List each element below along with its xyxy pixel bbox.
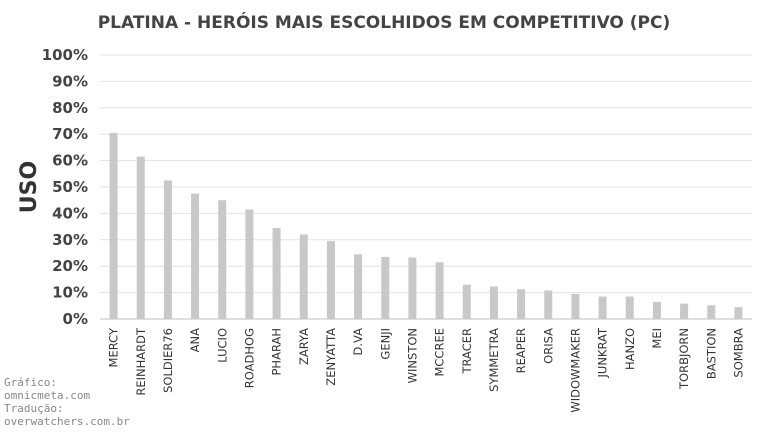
x-tick-label: SOLDIER76 (161, 328, 175, 393)
x-tick-label: ANA (188, 328, 202, 352)
x-tick-label: LUCIO (215, 328, 229, 363)
y-tick-label: 70% (52, 125, 88, 143)
credit-chart-label: Gráfico: (4, 376, 57, 389)
bar (191, 193, 200, 319)
x-tick-label: TRACER (460, 328, 474, 375)
bar (598, 296, 607, 319)
credit-translation-label: Tradução: (4, 402, 64, 415)
x-tick-label: ZARYA (297, 328, 311, 365)
y-tick-label: 20% (52, 257, 88, 275)
x-tick-label: WINSTON (405, 328, 419, 383)
bar (109, 132, 118, 319)
bar (245, 209, 254, 319)
credits: Gráfico: omnicmeta.com Tradução: overwat… (4, 376, 130, 428)
x-tick-label: GENJI (378, 328, 392, 360)
y-tick-label: 50% (52, 178, 88, 196)
bar (489, 286, 498, 319)
bar (218, 200, 227, 319)
x-tick-label: REAPER (514, 328, 528, 373)
y-axis-label: USO (17, 161, 42, 213)
bars (109, 132, 743, 319)
x-tick-label: MERCY (107, 327, 121, 367)
y-tick-label: 0% (63, 310, 88, 328)
bar (408, 257, 417, 319)
bar (462, 284, 471, 319)
y-tick-label: 100% (42, 46, 88, 64)
bar (571, 293, 580, 319)
y-tick-label: 40% (52, 204, 88, 222)
x-tick-label: HANZO (623, 328, 637, 370)
bar (544, 290, 553, 319)
bar (435, 262, 444, 319)
bar (381, 256, 390, 319)
chart-title: PLATINA - HERÓIS MAIS ESCOLHIDOS EM COMP… (98, 11, 671, 33)
x-tick-label: SOMBRA (731, 328, 745, 378)
bar (272, 227, 281, 319)
x-tick-label: BASTION (704, 328, 718, 379)
bar (707, 305, 716, 319)
bar (734, 307, 743, 319)
x-tick-label: WIDOWMAKER (568, 328, 582, 413)
x-tick-label: JUNKRAT (596, 327, 610, 378)
bar (517, 289, 526, 319)
y-tick-label: 60% (52, 152, 88, 170)
y-tick-label: 90% (52, 72, 88, 90)
x-tick-label: REINHARDT (134, 327, 148, 396)
y-tick-label: 10% (52, 284, 88, 302)
y-axis-ticks: 0% 10% 20% 30% 40% 50% 60% 70% 80% 90% 100% (42, 46, 88, 328)
bar (136, 156, 145, 319)
bar (680, 303, 689, 319)
bar (326, 241, 335, 319)
credit-translation-source: overwatchers.com.br (4, 415, 130, 428)
x-tick-label: TORBJORN (677, 328, 691, 390)
x-axis-ticks: MERCY REINHARDT SOLDIER76 ANA LUCIO ROADHOG PH… (107, 327, 746, 413)
bar (299, 234, 308, 319)
y-tick-label: 80% (52, 99, 88, 117)
bar (354, 254, 363, 319)
x-tick-label: ORISA (541, 328, 555, 364)
x-tick-label: MCCREE (433, 328, 447, 377)
x-tick-label: D.VA (351, 328, 365, 356)
credit-chart-source: omnicmeta.com (4, 389, 91, 402)
bar (625, 296, 634, 319)
x-tick-label: ZENYATTA (324, 328, 338, 386)
x-tick-label: ROADHOG (242, 328, 256, 388)
bar (652, 301, 661, 319)
x-tick-label: SYMMETRA (487, 328, 501, 392)
bar (163, 180, 172, 319)
x-tick-label: PHARAH (270, 328, 284, 376)
x-tick-label: MEI (650, 328, 664, 349)
gridlines (100, 54, 752, 320)
y-tick-label: 30% (52, 231, 88, 249)
